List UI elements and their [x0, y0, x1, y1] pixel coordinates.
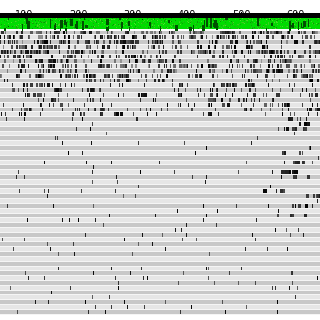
- Text: 300: 300: [124, 10, 142, 20]
- Text: 400: 400: [178, 10, 196, 20]
- Text: 500: 500: [232, 10, 251, 20]
- Text: 100: 100: [15, 10, 34, 20]
- Text: 600: 600: [286, 10, 305, 20]
- Text: 200: 200: [69, 10, 88, 20]
